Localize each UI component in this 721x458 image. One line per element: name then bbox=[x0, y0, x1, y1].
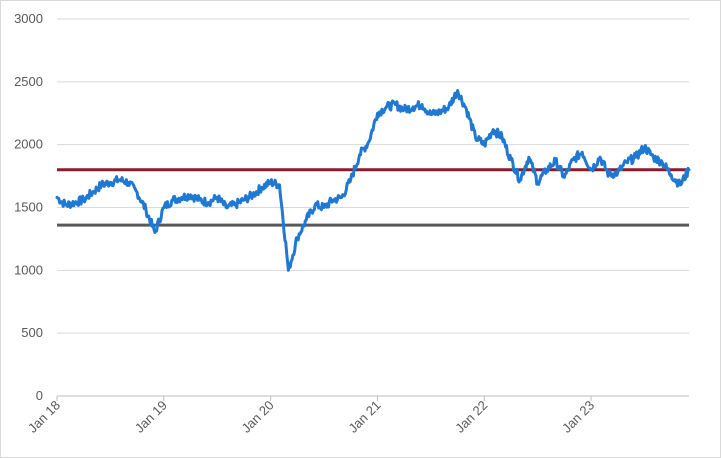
data-point bbox=[109, 181, 112, 184]
data-point bbox=[127, 181, 130, 184]
data-point bbox=[180, 196, 183, 199]
data-point bbox=[322, 206, 326, 209]
data-point bbox=[598, 156, 602, 159]
data-point bbox=[260, 186, 263, 189]
x-tick-label: Jan 21 bbox=[345, 398, 383, 436]
data-point bbox=[429, 113, 433, 116]
data-point bbox=[518, 178, 522, 182]
data-point bbox=[269, 181, 272, 184]
data-point bbox=[73, 201, 77, 204]
x-tick-label: Jan 18 bbox=[25, 398, 63, 436]
y-tick-label: 2000 bbox=[14, 137, 43, 152]
x-tick-label: Jan 23 bbox=[559, 398, 597, 436]
data-point bbox=[305, 218, 308, 222]
data-point bbox=[198, 198, 201, 202]
data-point bbox=[278, 183, 281, 187]
data-point bbox=[189, 193, 192, 197]
data-point bbox=[661, 161, 664, 164]
data-point bbox=[643, 146, 646, 149]
data-point bbox=[483, 143, 486, 146]
y-tick-label: 3000 bbox=[14, 11, 43, 26]
data-point bbox=[545, 168, 548, 171]
data-point bbox=[678, 183, 682, 187]
data-point bbox=[385, 105, 388, 109]
gridlines bbox=[57, 18, 689, 334]
data-point bbox=[216, 196, 219, 199]
data-point bbox=[394, 103, 397, 106]
x-tick-label: Jan 22 bbox=[452, 398, 490, 436]
data-point bbox=[296, 236, 299, 239]
data-point bbox=[82, 198, 85, 202]
data-point bbox=[207, 201, 210, 204]
data-point bbox=[456, 89, 459, 92]
data-point bbox=[563, 176, 566, 179]
y-tick-label: 2500 bbox=[14, 74, 43, 89]
data-point bbox=[447, 105, 450, 109]
data-point bbox=[242, 198, 246, 202]
data-point bbox=[55, 196, 59, 199]
data-point bbox=[589, 168, 593, 171]
data-point bbox=[153, 231, 157, 234]
y-tick-label: 0 bbox=[36, 388, 43, 403]
data-point bbox=[100, 183, 103, 187]
data-point bbox=[144, 208, 148, 212]
data-point bbox=[91, 191, 94, 194]
data-point bbox=[358, 153, 361, 156]
data-point bbox=[607, 173, 611, 176]
data-point bbox=[687, 168, 691, 171]
data-point bbox=[616, 171, 619, 174]
data-point bbox=[287, 269, 290, 272]
data-point bbox=[331, 198, 335, 202]
data-point bbox=[625, 161, 628, 164]
data-point bbox=[313, 203, 317, 207]
reference-lines bbox=[57, 168, 689, 227]
data-point bbox=[652, 156, 655, 159]
data-point bbox=[367, 141, 370, 144]
data-point bbox=[572, 158, 575, 161]
data-point bbox=[509, 158, 513, 161]
data-point bbox=[224, 206, 228, 209]
data-point bbox=[118, 178, 121, 182]
x-tick-label: Jan 19 bbox=[132, 398, 170, 436]
data-point bbox=[465, 108, 468, 111]
data-point bbox=[474, 135, 477, 139]
data-point bbox=[403, 108, 406, 111]
data-point bbox=[349, 178, 352, 182]
data-point bbox=[135, 191, 139, 194]
data-point bbox=[536, 181, 539, 184]
y-tick-label: 1000 bbox=[14, 262, 43, 277]
data-point bbox=[233, 203, 237, 207]
data-point bbox=[251, 193, 254, 197]
axes bbox=[56, 395, 689, 401]
series-layer bbox=[55, 89, 691, 272]
data-point bbox=[340, 196, 343, 199]
x-tick-label: Jan 20 bbox=[239, 398, 277, 436]
data-point bbox=[411, 105, 415, 109]
data-point bbox=[162, 206, 165, 209]
data-point bbox=[554, 159, 557, 163]
y-tick-label: 1500 bbox=[14, 200, 43, 215]
data-point bbox=[492, 128, 495, 131]
data-point bbox=[500, 135, 504, 139]
data-point bbox=[171, 198, 174, 202]
series-line bbox=[55, 89, 691, 272]
data-point bbox=[527, 156, 530, 159]
data-point bbox=[438, 110, 441, 114]
data-point bbox=[581, 151, 584, 154]
data-point bbox=[670, 173, 673, 176]
data-point bbox=[64, 203, 68, 207]
data-point bbox=[420, 103, 424, 106]
data-point bbox=[376, 112, 379, 115]
data-point bbox=[634, 156, 637, 159]
y-tick-label: 500 bbox=[21, 325, 43, 340]
